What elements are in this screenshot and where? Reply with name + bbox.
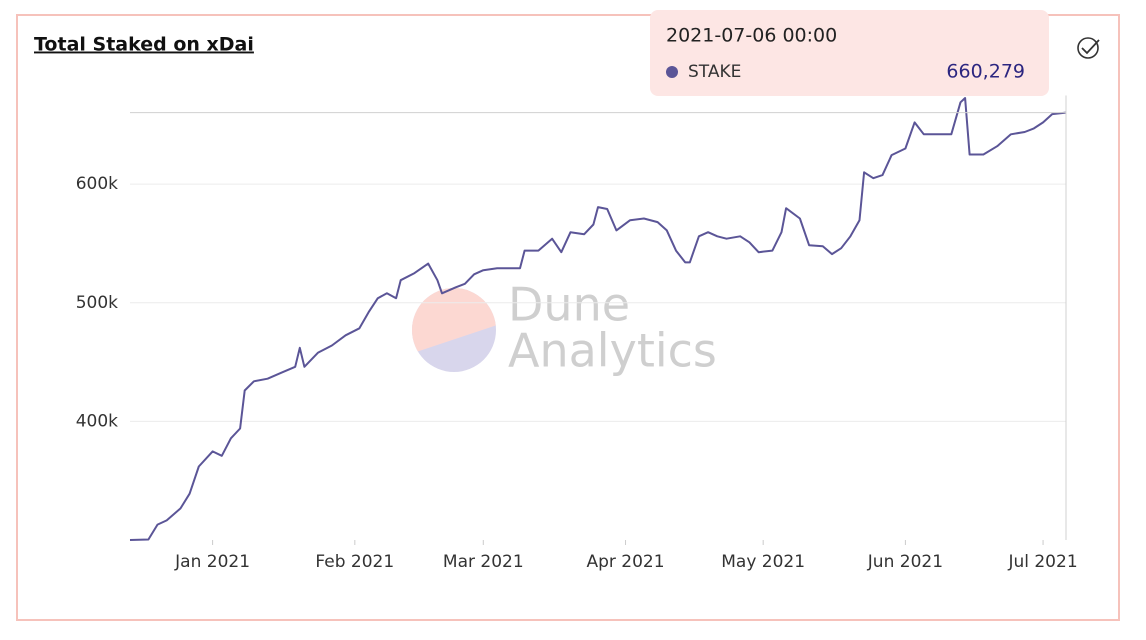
x-tick-label: Jun 2021 bbox=[867, 552, 943, 572]
chart-title[interactable]: Total Staked on xDai bbox=[34, 34, 254, 56]
watermark-text: Dune bbox=[508, 278, 630, 332]
check-icon[interactable] bbox=[1077, 37, 1100, 59]
x-tick-label: May 2021 bbox=[721, 552, 805, 572]
y-tick-label: 500k bbox=[76, 293, 118, 313]
panel-border bbox=[16, 14, 1120, 621]
plot: 400k 500k 600k Jan 2021 Feb 2021 Mar 2021 Apr … bbox=[76, 95, 1078, 572]
tooltip-title: 2021-07-06 00:00 bbox=[666, 25, 837, 47]
tooltip: 2021-07-06 00:00 STAKE 660,279 bbox=[650, 10, 1049, 96]
tooltip-dot bbox=[666, 66, 678, 78]
y-tick-label: 400k bbox=[76, 411, 118, 431]
x-tick-label: Apr 2021 bbox=[586, 552, 664, 572]
y-tick-label: 600k bbox=[76, 174, 118, 194]
x-tick-label: Jul 2021 bbox=[1007, 552, 1077, 572]
x-tick-label: Feb 2021 bbox=[315, 552, 394, 572]
x-tick-label: Mar 2021 bbox=[443, 552, 524, 572]
series-line bbox=[129, 97, 1067, 541]
tooltip-series: STAKE bbox=[688, 62, 741, 82]
tooltip-value: 660,279 bbox=[946, 61, 1025, 83]
watermark-text: Analytics bbox=[508, 324, 717, 378]
tooltip-box bbox=[650, 10, 1049, 96]
x-tick-label: Jan 2021 bbox=[174, 552, 250, 572]
